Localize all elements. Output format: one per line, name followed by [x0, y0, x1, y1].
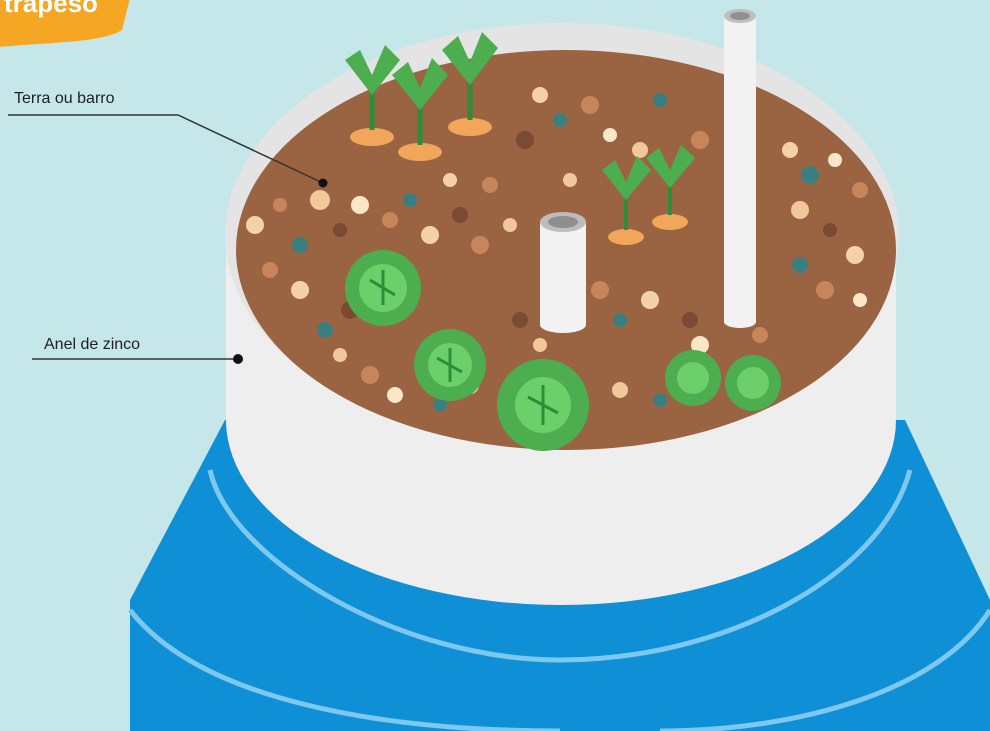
- label-ring: Anel de zinco: [44, 336, 141, 353]
- label-soil: Terra ou barro: [14, 90, 115, 107]
- leader-line-soil: [8, 114, 328, 188]
- leader-line-ring: [32, 354, 243, 364]
- lettuce-plant: [665, 350, 721, 406]
- lettuce-plant: [414, 329, 486, 401]
- carrot-plant: [442, 32, 498, 136]
- lettuce-plant: [345, 250, 421, 326]
- lettuce-plant: [725, 355, 781, 411]
- short-pipe: [540, 212, 586, 333]
- badge-label: trapeso: [4, 0, 98, 18]
- tall-pipe: [724, 9, 756, 328]
- carrot-plant: [646, 145, 695, 230]
- carrot-plant: [602, 156, 651, 245]
- carrot-plant: [345, 45, 400, 146]
- lettuce-plant: [497, 359, 589, 451]
- title-badge: [0, 0, 130, 47]
- carrot-plant: [392, 58, 448, 161]
- soil-pebbles: [246, 87, 868, 412]
